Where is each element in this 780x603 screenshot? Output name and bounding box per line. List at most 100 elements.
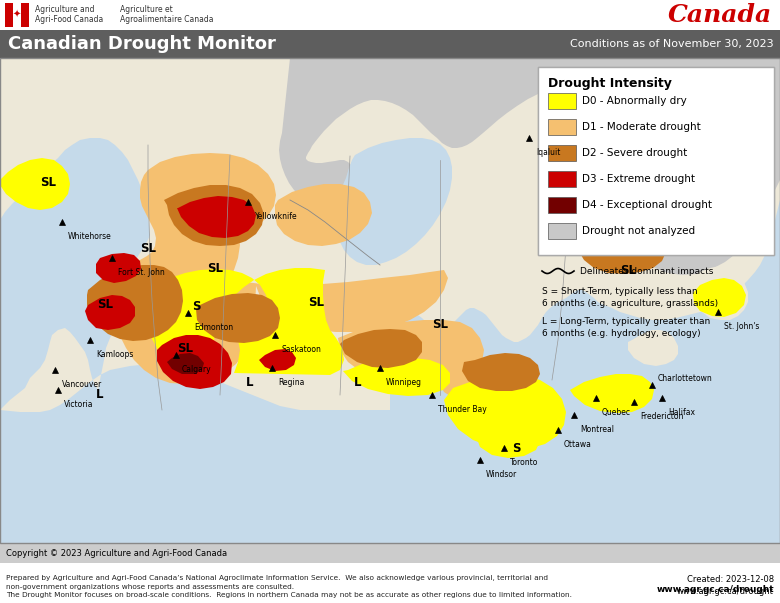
Text: Copyright © 2023 Agriculture and Agri-Food Canada: Copyright © 2023 Agriculture and Agri-Fo… — [6, 549, 227, 558]
Polygon shape — [470, 398, 496, 422]
Text: St. John's: St. John's — [724, 322, 760, 331]
Text: Montreal: Montreal — [580, 425, 614, 434]
Text: SL: SL — [177, 341, 193, 355]
Polygon shape — [85, 295, 135, 330]
Polygon shape — [96, 253, 141, 283]
Polygon shape — [462, 353, 540, 391]
Polygon shape — [87, 265, 183, 341]
Polygon shape — [338, 320, 484, 384]
Text: D2 - Severe drought: D2 - Severe drought — [582, 148, 687, 158]
Polygon shape — [177, 196, 256, 238]
Polygon shape — [690, 266, 748, 320]
Text: SL: SL — [40, 177, 56, 189]
Text: Thunder Bay: Thunder Bay — [438, 405, 487, 414]
Text: Conditions as of November 30, 2023: Conditions as of November 30, 2023 — [570, 39, 774, 49]
Text: Toronto: Toronto — [510, 458, 538, 467]
Text: Fredericton: Fredericton — [640, 412, 683, 421]
Text: Victoria: Victoria — [64, 400, 94, 409]
Text: Drought not analyzed: Drought not analyzed — [582, 226, 695, 236]
Polygon shape — [476, 392, 496, 408]
Text: Created: 2023-12-08
www.agr.gc.ca/drought: Created: 2023-12-08 www.agr.gc.ca/drough… — [677, 575, 774, 596]
Polygon shape — [570, 374, 654, 413]
Polygon shape — [0, 58, 780, 412]
Text: Yellowknife: Yellowknife — [255, 212, 298, 221]
Bar — [548, 197, 576, 213]
Text: Canada: Canada — [668, 3, 772, 27]
Polygon shape — [196, 293, 280, 343]
Text: Quebec: Quebec — [602, 408, 631, 417]
Text: L: L — [354, 376, 362, 388]
Polygon shape — [279, 58, 780, 275]
Text: Agri-Food Canada: Agri-Food Canada — [35, 16, 103, 25]
Polygon shape — [476, 424, 540, 458]
Text: Saskatoon: Saskatoon — [281, 345, 321, 354]
Polygon shape — [572, 207, 666, 267]
Text: Drought Intensity: Drought Intensity — [548, 77, 672, 89]
Text: Regina: Regina — [278, 378, 304, 387]
Text: S = Short-Term, typically less than
6 months (e.g. agriculture, grasslands): S = Short-Term, typically less than 6 mo… — [542, 287, 718, 308]
Bar — [548, 171, 576, 187]
Bar — [0, 58, 780, 543]
Polygon shape — [444, 376, 566, 450]
Polygon shape — [0, 158, 70, 210]
Text: Vancouver: Vancouver — [62, 380, 102, 389]
Text: L: L — [246, 376, 254, 388]
Bar — [548, 145, 576, 161]
Bar — [13, 3, 21, 27]
Polygon shape — [340, 329, 422, 368]
Polygon shape — [577, 227, 666, 274]
Polygon shape — [259, 349, 296, 371]
Polygon shape — [343, 358, 450, 396]
Text: SL: SL — [207, 262, 223, 274]
Polygon shape — [693, 278, 746, 317]
Text: Calgary: Calgary — [182, 365, 211, 374]
Text: D1 - Moderate drought: D1 - Moderate drought — [582, 122, 700, 132]
Text: SL: SL — [140, 241, 156, 254]
Text: Edmonton: Edmonton — [194, 323, 233, 332]
Bar — [548, 119, 576, 135]
Polygon shape — [167, 353, 204, 374]
Polygon shape — [438, 368, 532, 407]
Polygon shape — [275, 184, 372, 246]
Text: ✦: ✦ — [13, 10, 21, 20]
Text: Agroalimentaire Canada: Agroalimentaire Canada — [120, 16, 214, 25]
Text: D0 - Abnormally dry: D0 - Abnormally dry — [582, 96, 686, 106]
Polygon shape — [164, 185, 264, 246]
Polygon shape — [486, 424, 520, 438]
Text: Winnipeg: Winnipeg — [386, 378, 422, 387]
Text: S: S — [512, 441, 520, 455]
Text: Halifax: Halifax — [668, 408, 695, 417]
Bar — [548, 223, 576, 239]
Bar — [5, 3, 13, 27]
Bar — [0, 563, 780, 603]
Text: SL: SL — [432, 318, 448, 332]
Bar — [21, 3, 29, 27]
Polygon shape — [114, 153, 448, 384]
Text: L: L — [96, 388, 104, 402]
Text: Delineates dominant impacts: Delineates dominant impacts — [580, 267, 714, 276]
Polygon shape — [150, 268, 344, 375]
Polygon shape — [508, 417, 536, 432]
Text: Charlottetown: Charlottetown — [658, 374, 713, 383]
Bar — [5, 3, 29, 27]
Bar — [0, 543, 780, 563]
Text: Agriculture and: Agriculture and — [35, 5, 94, 14]
Text: Whitehorse: Whitehorse — [68, 232, 112, 241]
Text: Canadian Drought Monitor: Canadian Drought Monitor — [8, 35, 276, 53]
Bar — [0, 30, 780, 58]
Text: Kamloops: Kamloops — [96, 350, 133, 359]
Bar — [0, 0, 780, 30]
Text: SL: SL — [97, 298, 113, 312]
Polygon shape — [336, 138, 452, 265]
Text: Ottawa: Ottawa — [564, 440, 592, 449]
Bar — [0, 543, 780, 544]
Bar — [538, 67, 774, 255]
Bar — [538, 67, 774, 255]
Polygon shape — [628, 330, 678, 366]
Text: Prepared by Agriculture and Agri-Food Canada’s National Agroclimate Information : Prepared by Agriculture and Agri-Food Ca… — [6, 575, 572, 598]
Text: Agriculture et: Agriculture et — [120, 5, 172, 14]
Polygon shape — [157, 335, 232, 389]
Text: Windsor: Windsor — [486, 470, 517, 479]
Polygon shape — [430, 388, 474, 412]
Text: D4 - Exceptional drought: D4 - Exceptional drought — [582, 200, 712, 210]
